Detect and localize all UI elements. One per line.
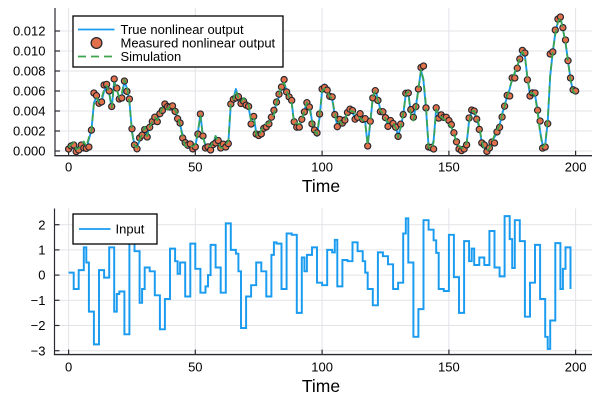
svg-text:0.000: 0.000 bbox=[13, 144, 46, 159]
svg-text:0.004: 0.004 bbox=[13, 104, 46, 119]
svg-text:200: 200 bbox=[565, 359, 587, 374]
svg-text:50: 50 bbox=[188, 359, 202, 374]
svg-text:−2: −2 bbox=[31, 318, 46, 333]
svg-text:50: 50 bbox=[188, 159, 202, 174]
svg-text:0.002: 0.002 bbox=[13, 124, 46, 139]
svg-text:1: 1 bbox=[38, 243, 45, 258]
svg-text:True nonlinear output: True nonlinear output bbox=[121, 22, 244, 37]
svg-text:Time: Time bbox=[302, 176, 340, 196]
svg-text:0: 0 bbox=[65, 159, 72, 174]
svg-text:Input: Input bbox=[116, 222, 145, 237]
svg-text:100: 100 bbox=[311, 159, 333, 174]
svg-text:0.006: 0.006 bbox=[13, 84, 46, 99]
svg-text:150: 150 bbox=[438, 159, 460, 174]
svg-text:2: 2 bbox=[38, 217, 45, 232]
svg-text:0.010: 0.010 bbox=[13, 44, 46, 59]
svg-text:−3: −3 bbox=[31, 343, 46, 358]
svg-text:0.012: 0.012 bbox=[13, 24, 46, 39]
svg-text:0: 0 bbox=[65, 359, 72, 374]
svg-text:200: 200 bbox=[565, 159, 587, 174]
svg-text:Time: Time bbox=[302, 376, 340, 396]
svg-text:100: 100 bbox=[311, 359, 333, 374]
svg-text:Measured nonlinear output: Measured nonlinear output bbox=[121, 36, 276, 51]
svg-text:Simulation: Simulation bbox=[121, 49, 182, 64]
svg-text:−1: −1 bbox=[31, 293, 46, 308]
svg-text:150: 150 bbox=[438, 359, 460, 374]
svg-text:0.008: 0.008 bbox=[13, 64, 46, 79]
svg-text:0: 0 bbox=[38, 268, 45, 283]
